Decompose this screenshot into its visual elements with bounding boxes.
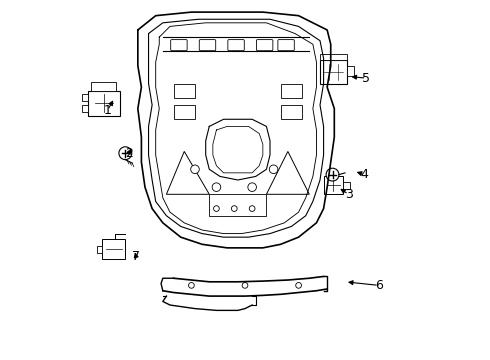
Bar: [173, 84, 195, 98]
FancyBboxPatch shape: [256, 40, 273, 51]
Circle shape: [212, 183, 220, 192]
Bar: [323, 176, 343, 194]
Bar: [82, 94, 88, 102]
Bar: [320, 54, 347, 60]
Circle shape: [242, 283, 248, 288]
Text: 1: 1: [103, 104, 111, 117]
FancyBboxPatch shape: [278, 40, 294, 51]
Bar: [92, 82, 117, 91]
Circle shape: [231, 206, 237, 211]
Text: 7: 7: [132, 250, 140, 263]
Circle shape: [214, 206, 220, 211]
Bar: [343, 182, 350, 189]
Bar: [173, 105, 195, 119]
Circle shape: [249, 206, 255, 211]
Bar: [320, 60, 347, 84]
Bar: [102, 239, 125, 258]
Circle shape: [119, 147, 132, 159]
Bar: [82, 105, 88, 112]
Text: 5: 5: [363, 72, 370, 85]
Polygon shape: [267, 152, 309, 194]
Bar: [209, 194, 267, 216]
FancyBboxPatch shape: [199, 40, 216, 51]
Polygon shape: [167, 152, 209, 194]
Bar: [347, 66, 354, 76]
Circle shape: [191, 165, 199, 174]
Circle shape: [326, 168, 339, 181]
Bar: [281, 105, 302, 119]
Text: 6: 6: [375, 279, 383, 292]
FancyBboxPatch shape: [228, 40, 245, 51]
Bar: [281, 84, 302, 98]
FancyBboxPatch shape: [171, 40, 187, 51]
Text: 3: 3: [344, 188, 352, 201]
Bar: [88, 91, 120, 116]
Circle shape: [189, 283, 194, 288]
Text: 2: 2: [125, 147, 133, 160]
Circle shape: [248, 183, 256, 192]
Circle shape: [270, 165, 278, 174]
Bar: [97, 246, 102, 253]
Text: 4: 4: [361, 168, 368, 181]
Circle shape: [296, 283, 301, 288]
